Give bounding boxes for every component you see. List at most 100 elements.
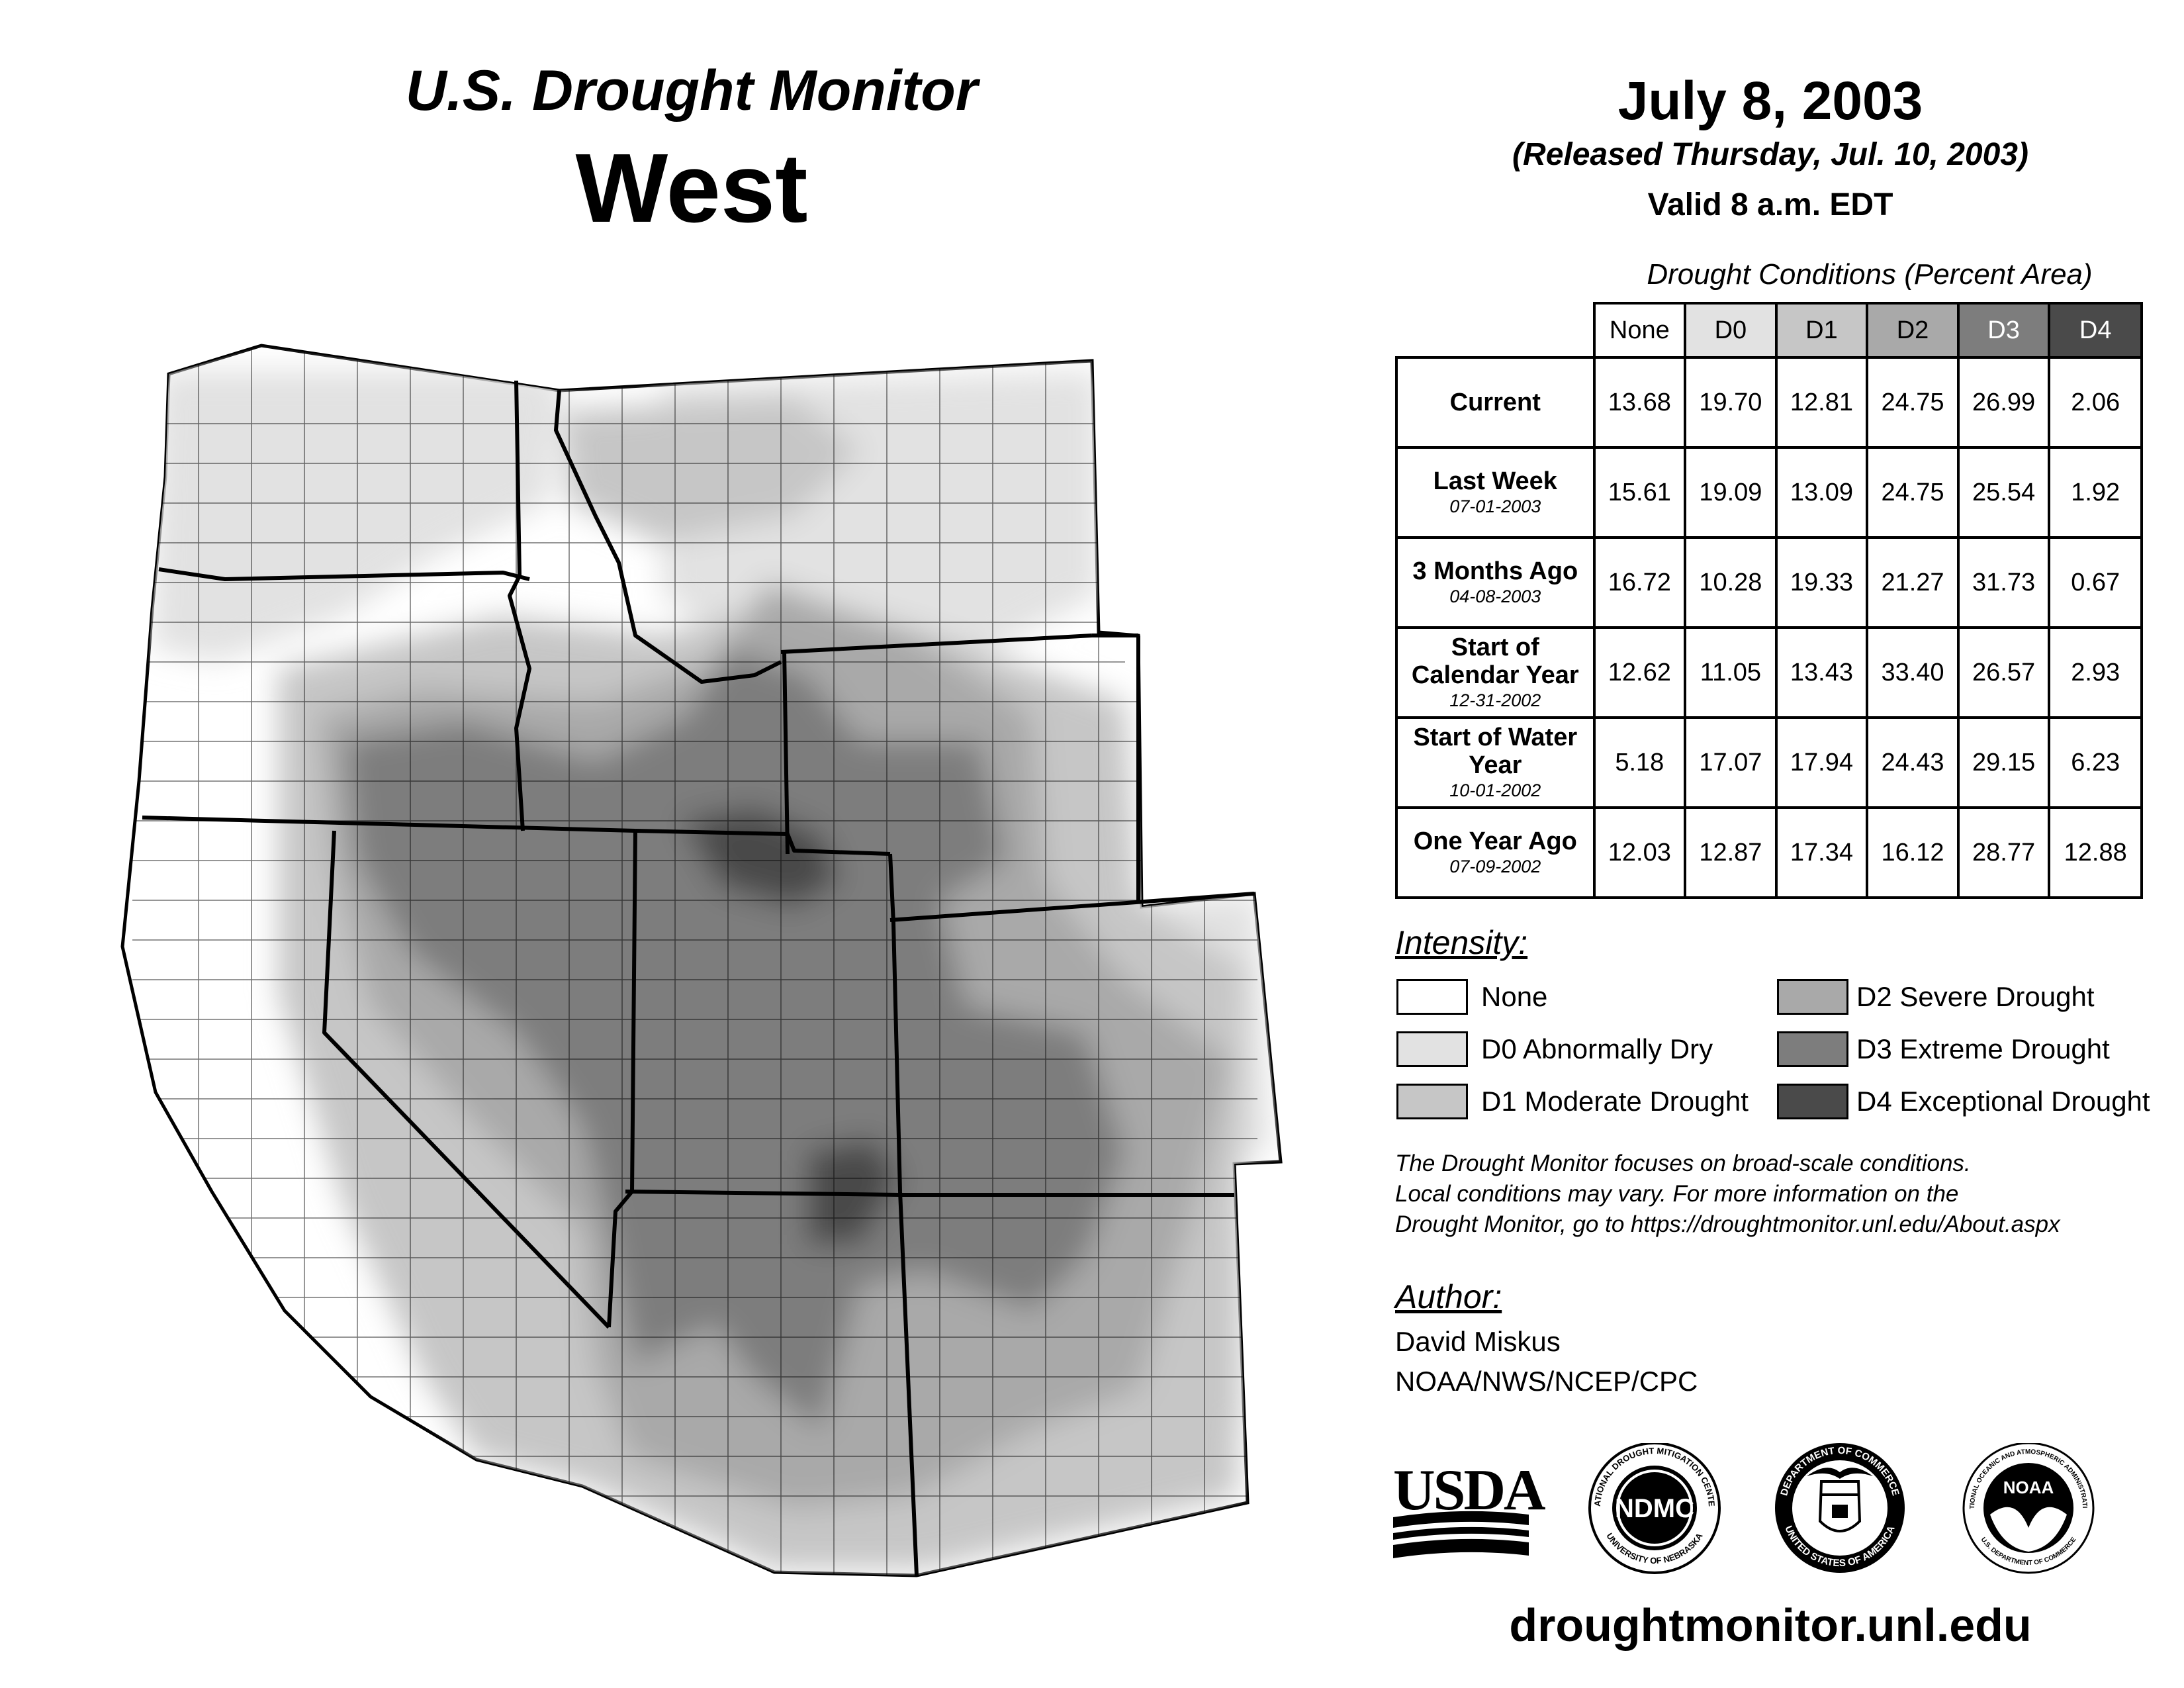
legend-label: D2 Severe Drought: [1856, 981, 2095, 1012]
row-label: Start of Water Year 10-01-2002: [1395, 716, 1596, 809]
table-cell: 19.33: [1774, 536, 1869, 629]
row-date: 07-09-2002: [1449, 857, 1541, 876]
table-row: 3 Months Ago 04-08-2003 16.72 10.28 19.33…: [1395, 536, 2143, 629]
table-cell: 10.28: [1684, 536, 1778, 629]
table-row: One Year Ago 07-09-2002 12.03 12.87 17.34…: [1395, 806, 2143, 899]
table-cell: 12.62: [1592, 626, 1687, 719]
table-cell: 17.07: [1684, 716, 1778, 809]
row-label-text: Start of Water Year: [1413, 724, 1578, 779]
ndmc-text: NDMC: [1615, 1494, 1694, 1523]
az-nm-border: [898, 1191, 919, 1576]
table-cell: 31.73: [1956, 536, 2051, 629]
partner-logos: USDA NDMC NATIONAL DROUGHT MITIGATION CE…: [1393, 1443, 2095, 1574]
region-title: West: [575, 134, 808, 243]
table-cell: 12.87: [1684, 806, 1778, 899]
monitor-title: U.S. Drought Monitor: [405, 59, 978, 122]
table-cell: 24.75: [1866, 446, 1960, 539]
row-label: Current: [1395, 356, 1596, 449]
disclaimer-note: The Drought Monitor focuses on broad-sca…: [1395, 1149, 2060, 1240]
table-cell: 16.72: [1592, 536, 1687, 629]
column-header: None: [1592, 302, 1687, 359]
table-cell: 0.67: [2048, 536, 2143, 629]
mt-wy-border: [780, 633, 1093, 654]
author-org: NOAA/NWS/NCEP/CPC: [1395, 1366, 1698, 1397]
table-cell: 13.43: [1774, 626, 1869, 719]
table-cell: 21.27: [1866, 536, 1960, 629]
wy-west-border: [782, 651, 790, 855]
table-header-row: None D0 D1 D2 D3 D4: [1396, 302, 2143, 359]
table-cell: 33.40: [1866, 626, 1960, 719]
row-label: One Year Ago 07-09-2002: [1395, 806, 1596, 899]
row-label-text: Last Week: [1433, 467, 1557, 495]
table-cell: 17.34: [1774, 806, 1869, 899]
table-caption: Drought Conditions (Percent Area): [1647, 258, 2093, 291]
table-cell: 17.94: [1774, 716, 1869, 809]
table-cell: 15.61: [1592, 446, 1687, 539]
usda-logo: USDA: [1393, 1458, 1547, 1558]
table-cell: 29.15: [1956, 716, 2051, 809]
nv-ca-border: [322, 830, 611, 1329]
state-boundaries: [142, 380, 1255, 1576]
table-cell: 24.43: [1866, 716, 1960, 809]
ndmc-logo: NDMC NATIONAL DROUGHT MITIGATION CENTER …: [1588, 1443, 1721, 1574]
table-cell: 16.12: [1866, 806, 1960, 899]
valid-time: Valid 8 a.m. EDT: [1647, 187, 1893, 222]
table-cell: 12.81: [1774, 356, 1869, 449]
table-cell: 19.70: [1684, 356, 1778, 449]
commerce-logo: DEPARTMENT OF COMMERCE UNITED STATES OF …: [1775, 1443, 1905, 1573]
column-header: D2: [1866, 302, 1960, 359]
nv-east-border: [607, 830, 637, 1328]
legend-label: D3 Extreme Drought: [1856, 1033, 2110, 1064]
row-label-text: 3 Months Ago: [1412, 557, 1578, 585]
table-cell: 25.54: [1956, 446, 2051, 539]
id-west-border: [508, 380, 531, 831]
id-montana-border: [554, 390, 782, 684]
row-label-text: Current: [1449, 389, 1541, 416]
row-date: 07-01-2003: [1449, 496, 1541, 516]
noaa-text: NOAA: [2003, 1477, 2054, 1497]
table-cell: 13.09: [1774, 446, 1869, 539]
row-label: 3 Months Ago 04-08-2003: [1395, 536, 1596, 629]
table-row: Last Week 07-01-2003 15.61 19.09 13.09 24…: [1395, 446, 2143, 539]
drought-conditions-table: None D0 D1 D2 D3 D4 Current 13.68 19.70 …: [1395, 302, 2143, 899]
table-cell: 12.03: [1592, 806, 1687, 899]
table-cell: 11.05: [1684, 626, 1778, 719]
table-cell: 19.09: [1684, 446, 1778, 539]
table-row: Start of Water Year 10-01-2002 5.18 17.07…: [1395, 716, 2143, 809]
table-cell: 26.99: [1956, 356, 2051, 449]
table-corner: [1396, 303, 1594, 357]
table-cell: 2.06: [2048, 356, 2143, 449]
footer-url[interactable]: droughtmonitor.unl.edu: [1509, 1599, 2032, 1651]
table-cell: 28.77: [1956, 806, 2051, 899]
table-cell: 6.23: [2048, 716, 2143, 809]
table-cell: 12.88: [2048, 806, 2143, 899]
legend-swatch-d3: [1777, 1031, 1848, 1067]
d3-extreme-drought-area: [344, 649, 1125, 1430]
row-label: Start of Calendar Year 12-31-2002: [1395, 626, 1596, 719]
table-cell: 5.18: [1592, 716, 1687, 809]
row-date: 12-31-2002: [1449, 690, 1541, 710]
map-date: July 8, 2003: [1617, 71, 1923, 131]
table-row: Start of Calendar Year 12-31-2002 12.62 1…: [1395, 626, 2143, 719]
column-header: D3: [1956, 302, 2051, 359]
note-line: Local conditions may vary. For more info…: [1395, 1181, 1959, 1207]
column-header: D4: [2048, 302, 2143, 359]
table-cell: 26.57: [1956, 626, 2051, 719]
column-header: D0: [1684, 302, 1778, 359]
table-row: Current 13.68 19.70 12.81 24.75 26.99 2.…: [1395, 356, 2143, 449]
row-label-text: One Year Ago: [1413, 827, 1577, 855]
legend-swatch-d0: [1396, 1031, 1468, 1067]
legend-swatch-none: [1396, 979, 1468, 1015]
column-header: D1: [1774, 302, 1869, 359]
county-boundaries: [132, 346, 1257, 1575]
ut-az-border: [625, 1190, 901, 1197]
legend-swatch-d2: [1777, 979, 1848, 1015]
legend-label: D1 Moderate Drought: [1481, 1086, 1749, 1117]
author-name: David Miskus: [1395, 1326, 1561, 1357]
or-ca-border: [142, 816, 636, 833]
row-label: Last Week 07-01-2003: [1395, 446, 1596, 539]
table-cell: 24.75: [1866, 356, 1960, 449]
author-heading: Author:: [1395, 1278, 1502, 1315]
ut-wy-border: [635, 829, 891, 856]
legend-swatch-d4: [1777, 1084, 1848, 1119]
